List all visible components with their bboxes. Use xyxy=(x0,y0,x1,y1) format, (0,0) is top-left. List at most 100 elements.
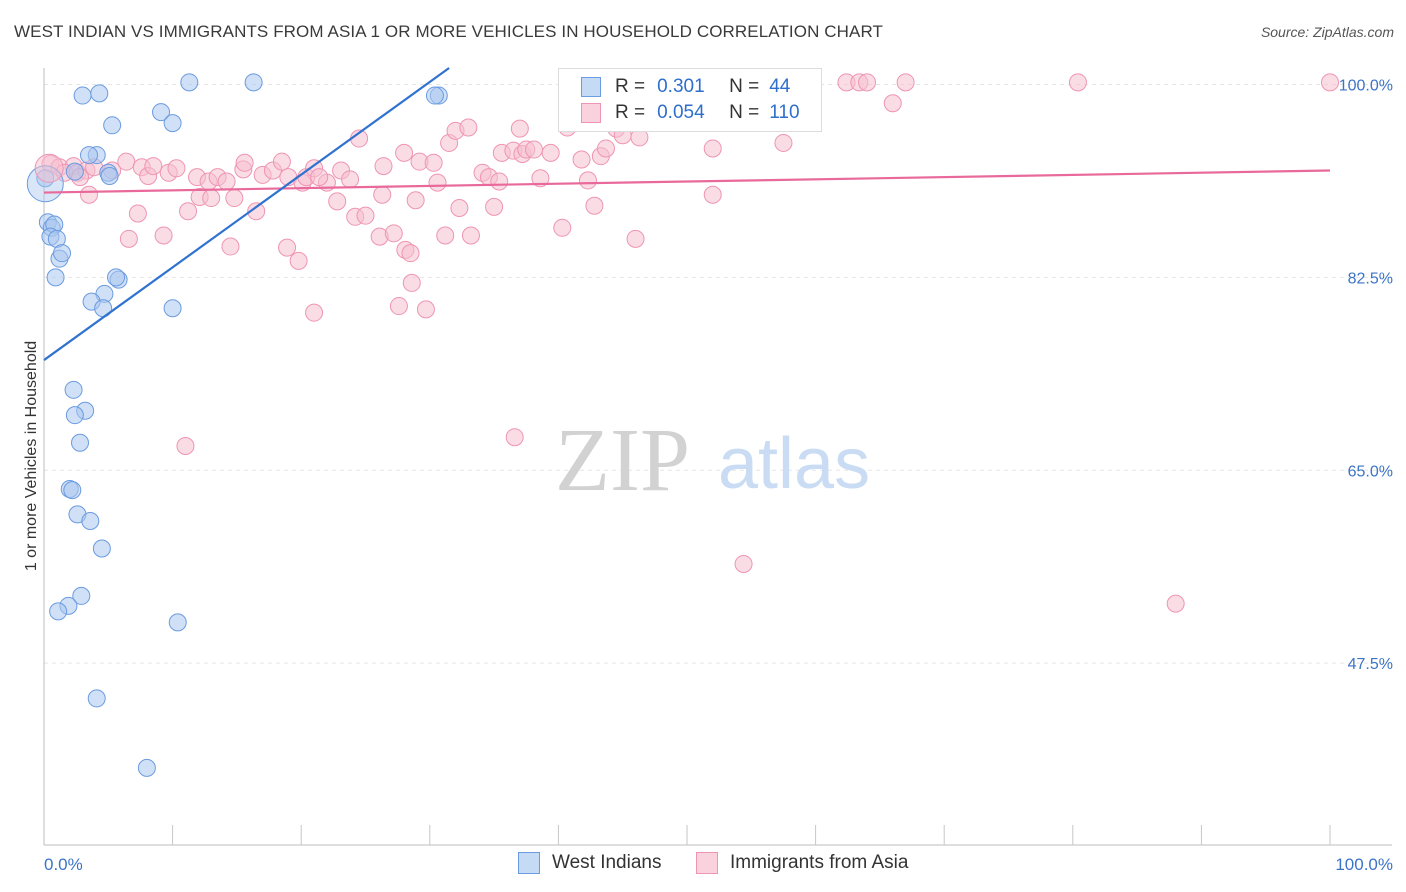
point-west-indians xyxy=(53,244,72,263)
legend-r-label: R = xyxy=(615,102,646,123)
point-immigrants-asia xyxy=(202,189,221,208)
point-west-indians xyxy=(137,758,156,777)
legend-r-value: 0.301 xyxy=(657,76,705,97)
point-immigrants-asia xyxy=(734,554,753,573)
point-west-indians xyxy=(425,86,444,105)
point-immigrants-asia xyxy=(485,197,504,216)
point-west-indians xyxy=(72,586,91,605)
legend-row-immigrants-asia: R = 0.054 N = 110 xyxy=(581,100,800,126)
point-west-indians xyxy=(107,268,126,287)
correlation-legend: R = 0.301 N = 44 R = 0.054 N = 110 xyxy=(558,68,822,132)
point-immigrants-asia xyxy=(167,159,186,178)
point-immigrants-asia xyxy=(416,300,435,319)
point-immigrants-asia xyxy=(883,94,902,113)
point-immigrants-asia xyxy=(310,168,329,187)
point-west-indians xyxy=(80,146,99,165)
watermark-atlas: atlas xyxy=(718,424,870,504)
point-immigrants-asia xyxy=(531,169,550,188)
point-immigrants-asia xyxy=(424,153,443,172)
point-immigrants-asia xyxy=(1321,73,1339,92)
point-immigrants-asia xyxy=(703,139,722,158)
point-west-indians xyxy=(92,539,111,558)
point-immigrants-asia xyxy=(305,303,324,322)
point-west-indians xyxy=(168,613,187,632)
source-credit: Source: ZipAtlas.com xyxy=(1260,24,1394,40)
point-immigrants-asia xyxy=(450,198,469,217)
point-immigrants-asia xyxy=(858,73,877,92)
point-west-indians xyxy=(100,167,119,186)
legend-label-immigrants-asia: Immigrants from Asia xyxy=(730,852,909,873)
point-west-indians xyxy=(244,73,263,92)
point-immigrants-asia xyxy=(490,172,509,191)
point-west-indians xyxy=(73,86,92,105)
legend-r-label: R = xyxy=(615,76,646,97)
point-immigrants-asia xyxy=(596,139,615,158)
point-immigrants-asia xyxy=(585,196,604,215)
legend-swatch-pink xyxy=(581,103,601,123)
point-immigrants-asia xyxy=(406,191,425,210)
trend-line-immigrants-asia xyxy=(43,169,1331,194)
y-axis-label: 1 or more Vehicles in Household xyxy=(23,341,40,571)
point-west-indians xyxy=(65,406,84,425)
point-immigrants-asia xyxy=(510,119,529,138)
y-tick-label: 82.5% xyxy=(1348,270,1393,287)
point-west-indians xyxy=(103,116,122,135)
point-immigrants-asia xyxy=(373,185,392,204)
point-immigrants-asia xyxy=(553,218,572,237)
point-west-indians xyxy=(65,162,84,181)
legend-item-immigrants-asia[interactable]: Immigrants from Asia xyxy=(696,852,908,874)
point-immigrants-asia xyxy=(217,172,236,191)
point-immigrants-asia xyxy=(272,152,291,171)
legend-row-west-indians: R = 0.301 N = 44 xyxy=(581,74,790,100)
point-immigrants-asia xyxy=(235,153,254,172)
point-west-indians xyxy=(63,481,82,500)
point-immigrants-asia xyxy=(247,202,266,221)
point-immigrants-asia xyxy=(402,273,421,292)
point-west-indians xyxy=(163,114,182,133)
point-west-indians xyxy=(90,84,109,103)
point-immigrants-asia xyxy=(179,202,198,221)
trend-lines xyxy=(43,67,1331,361)
point-immigrants-asia xyxy=(117,152,136,171)
point-immigrants-asia xyxy=(541,143,560,162)
point-immigrants-asia xyxy=(154,226,173,245)
point-west-indians xyxy=(81,511,100,530)
y-tick-label: 65.0% xyxy=(1348,463,1393,480)
point-immigrants-asia xyxy=(374,157,393,176)
point-west-indians xyxy=(152,103,171,122)
point-immigrants-asia xyxy=(626,229,645,248)
point-immigrants-asia xyxy=(278,238,297,257)
legend-item-west-indians[interactable]: West Indians xyxy=(518,852,661,874)
point-immigrants-asia xyxy=(341,170,360,189)
y-tick-label: 47.5% xyxy=(1348,656,1393,673)
point-immigrants-asia xyxy=(176,437,195,456)
point-immigrants-asia xyxy=(289,251,308,270)
legend-label-west-indians: West Indians xyxy=(552,852,662,873)
legend-n-value: 110 xyxy=(769,102,800,123)
point-immigrants-asia xyxy=(389,297,408,316)
trend-line-west-indians xyxy=(43,67,450,361)
point-immigrants-asia xyxy=(578,171,597,190)
point-immigrants-asia xyxy=(896,73,915,92)
point-immigrants-asia xyxy=(401,244,420,263)
legend-swatch-pink xyxy=(696,852,718,874)
point-west-indians xyxy=(87,689,106,708)
chart-title: WEST INDIAN VS IMMIGRANTS FROM ASIA 1 OR… xyxy=(14,22,884,41)
point-immigrants-asia xyxy=(505,428,524,447)
point-immigrants-asia xyxy=(1068,73,1087,92)
point-immigrants-asia xyxy=(225,189,244,208)
point-immigrants-asia xyxy=(703,185,722,204)
point-west-indians xyxy=(46,268,65,287)
point-west-indians xyxy=(49,602,68,621)
watermark: ZIP atlas xyxy=(555,411,870,510)
legend-r-value: 0.054 xyxy=(657,102,705,123)
point-immigrants-asia xyxy=(384,224,403,243)
legend-n-label: N = xyxy=(729,76,760,97)
point-immigrants-asia xyxy=(461,226,480,245)
point-west-indians xyxy=(64,380,83,399)
point-immigrants-asia xyxy=(356,206,375,225)
point-immigrants-asia xyxy=(144,157,163,176)
x-tick-label: 0.0% xyxy=(44,855,83,874)
point-immigrants-asia xyxy=(80,185,99,204)
point-west-indians xyxy=(180,73,199,92)
